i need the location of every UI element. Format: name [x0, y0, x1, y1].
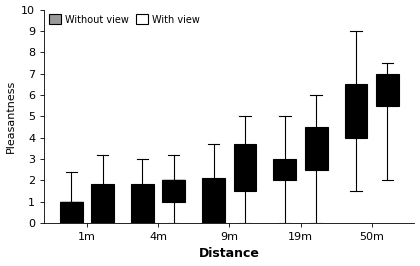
PathPatch shape: [60, 202, 83, 223]
PathPatch shape: [305, 127, 328, 169]
Legend: Without view, With view: Without view, With view: [47, 13, 202, 27]
PathPatch shape: [376, 73, 399, 106]
PathPatch shape: [131, 184, 154, 223]
Y-axis label: Pleasantness: Pleasantness: [5, 80, 16, 153]
PathPatch shape: [273, 159, 296, 180]
PathPatch shape: [234, 144, 256, 191]
PathPatch shape: [163, 180, 185, 202]
X-axis label: Distance: Distance: [199, 247, 260, 260]
PathPatch shape: [345, 84, 368, 138]
PathPatch shape: [202, 178, 225, 223]
PathPatch shape: [91, 184, 114, 223]
